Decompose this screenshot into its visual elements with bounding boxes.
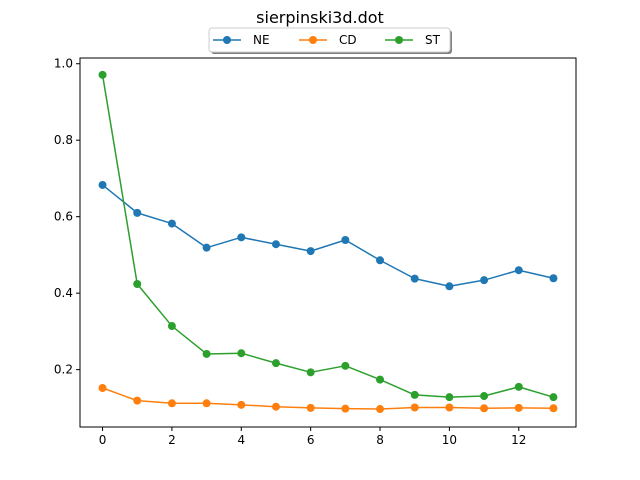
data-point-st bbox=[514, 382, 523, 391]
data-point-ne bbox=[167, 219, 176, 228]
legend-marker-cd bbox=[309, 36, 317, 44]
data-point-ne bbox=[410, 274, 419, 283]
axes-frame bbox=[79, 57, 577, 428]
x-axis: 0 2 4 6 8 10 12 bbox=[99, 427, 526, 447]
x-tick-label: 2 bbox=[168, 433, 176, 447]
chart-title: sierpinski3d.dot bbox=[256, 8, 384, 27]
data-point-cd bbox=[271, 402, 280, 411]
data-point-ne bbox=[306, 247, 315, 256]
data-point-cd bbox=[167, 399, 176, 408]
data-point-st bbox=[133, 279, 142, 288]
data-point-st bbox=[410, 390, 419, 399]
data-point-ne bbox=[98, 180, 107, 189]
legend-label-st: ST bbox=[425, 33, 441, 47]
data-point-cd bbox=[202, 399, 211, 408]
data-point-st bbox=[549, 393, 558, 402]
data-point-st bbox=[306, 368, 315, 377]
data-point-cd bbox=[376, 405, 385, 414]
data-point-cd bbox=[549, 404, 558, 413]
data-point-st bbox=[341, 361, 350, 370]
data-point-cd bbox=[237, 400, 246, 409]
y-tick-label: 1.0 bbox=[54, 57, 73, 71]
data-point-st bbox=[376, 375, 385, 384]
series-line-st bbox=[101, 74, 554, 398]
y-axis: 0.2 0.4 0.6 0.8 1.0 bbox=[54, 57, 80, 377]
data-point-cd bbox=[445, 403, 454, 412]
series-line-ne bbox=[102, 184, 554, 288]
legend-box bbox=[208, 27, 451, 53]
y-tick-label: 0.8 bbox=[54, 133, 73, 147]
legend-label-ne: NE bbox=[253, 33, 270, 47]
data-point-cd bbox=[480, 404, 489, 413]
x-tick-label: 12 bbox=[511, 433, 526, 447]
data-point-ne bbox=[514, 266, 523, 275]
data-point-ne bbox=[341, 236, 350, 245]
data-point-ne bbox=[271, 240, 280, 249]
data-point-ne bbox=[237, 233, 246, 242]
x-tick-label: 10 bbox=[442, 433, 457, 447]
data-point-st bbox=[445, 393, 454, 402]
data-point-cd bbox=[133, 396, 142, 405]
data-point-st bbox=[237, 349, 246, 358]
data-point-cd bbox=[410, 403, 419, 412]
x-tick-label: 4 bbox=[237, 433, 245, 447]
data-point-st bbox=[202, 349, 211, 358]
x-tick-label: 8 bbox=[376, 433, 384, 447]
legend-marker-ne bbox=[223, 36, 231, 44]
data-point-st bbox=[271, 359, 280, 368]
data-point-ne bbox=[445, 282, 454, 291]
y-tick-label: 0.4 bbox=[54, 286, 73, 300]
y-tick-label: 0.2 bbox=[54, 363, 73, 377]
data-point-cd bbox=[341, 404, 350, 413]
legend: NE CD ST bbox=[208, 27, 452, 54]
x-tick-label: 0 bbox=[99, 433, 107, 447]
legend-marker-st bbox=[395, 36, 403, 44]
x-tick-label: 6 bbox=[307, 433, 315, 447]
data-point-st bbox=[98, 70, 107, 79]
data-point-ne bbox=[133, 208, 142, 217]
data-point-ne bbox=[480, 276, 489, 285]
data-point-ne bbox=[376, 256, 385, 265]
data-point-ne bbox=[549, 274, 558, 283]
data-point-cd bbox=[306, 403, 315, 412]
series-line-cd bbox=[102, 387, 554, 410]
data-point-st bbox=[167, 322, 176, 331]
data-point-cd bbox=[98, 383, 107, 392]
y-tick-label: 0.6 bbox=[54, 210, 73, 224]
data-point-cd bbox=[514, 403, 523, 412]
data-point-st bbox=[480, 392, 489, 401]
legend-label-cd: CD bbox=[339, 33, 357, 47]
data-point-ne bbox=[202, 243, 211, 252]
plot-area bbox=[98, 70, 558, 414]
